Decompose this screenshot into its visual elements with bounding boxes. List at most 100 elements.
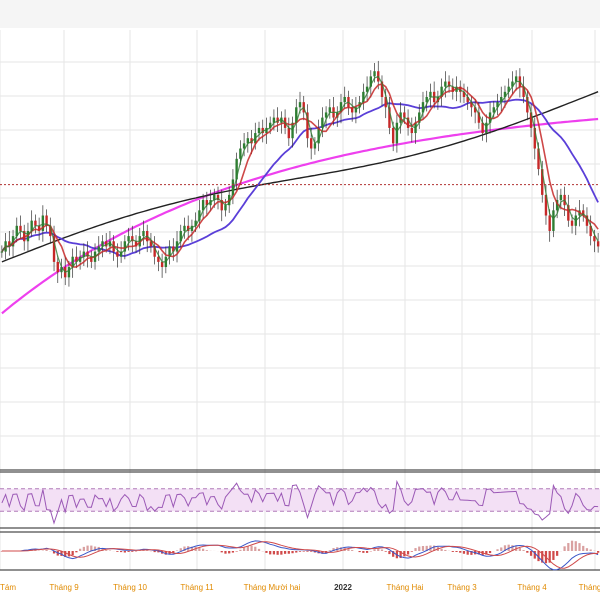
candle-body <box>67 267 71 278</box>
macd-histogram-bar <box>105 550 108 551</box>
macd-histogram-bar <box>567 543 570 551</box>
candle-body <box>406 117 410 128</box>
macd-histogram-bar <box>67 551 71 557</box>
macd-histogram-bar <box>175 550 179 551</box>
candle-body <box>34 220 37 226</box>
candle-body <box>108 241 112 247</box>
candle-body <box>321 117 324 128</box>
macd-histogram-bar <box>470 551 473 555</box>
candle-body <box>268 122 272 128</box>
candle-body <box>78 256 82 262</box>
macd-histogram-bar <box>563 546 566 551</box>
macd-histogram-bar <box>503 545 507 551</box>
macd-histogram-bar <box>541 551 544 563</box>
macd-histogram-bar <box>287 551 290 554</box>
macd-histogram-bar <box>60 551 63 556</box>
candle-body <box>466 96 469 103</box>
macd-histogram-bar <box>451 551 454 552</box>
macd-histogram-bar <box>444 549 447 551</box>
macd-histogram-bar <box>313 551 317 553</box>
macd-histogram-bar <box>306 551 309 552</box>
candle-body <box>511 81 514 87</box>
macd-histogram-bar <box>485 551 488 555</box>
macd-histogram-bar <box>585 548 589 551</box>
candle-body <box>37 225 41 231</box>
macd-histogram-bar <box>414 548 417 551</box>
macd-histogram-bar <box>328 550 331 551</box>
candle-body <box>0 251 4 253</box>
macd-histogram-bar <box>466 551 469 555</box>
moving-average-100 <box>1 91 599 263</box>
candle-body <box>410 127 413 134</box>
macd-histogram-bar <box>71 551 74 556</box>
candle-body <box>60 267 63 273</box>
macd-histogram-bar <box>388 551 391 555</box>
macd-histogram-bar <box>548 551 551 563</box>
candle-body <box>71 256 74 268</box>
macd-histogram-bar <box>291 551 294 554</box>
candle-body <box>582 210 585 216</box>
macd-histogram-bar <box>373 549 376 551</box>
macd-histogram-bar <box>518 547 521 551</box>
candle-body <box>350 107 354 113</box>
ma-mid-line <box>1 83 599 268</box>
candle-body <box>485 122 488 134</box>
candle-body <box>500 96 503 103</box>
macd-histogram-bar <box>131 551 134 552</box>
macd-histogram-bar <box>380 549 384 551</box>
candle-body <box>585 215 589 226</box>
candle-body <box>8 241 11 247</box>
macd-histogram-bar <box>224 551 227 554</box>
candle-body <box>131 236 134 242</box>
macd-histogram-bar <box>574 541 577 551</box>
candle-body <box>224 205 227 211</box>
macd-histogram-bar <box>228 551 231 554</box>
macd-histogram-bar <box>116 551 119 552</box>
candle-body <box>313 143 317 149</box>
macd-histogram-bar <box>272 551 276 555</box>
candle-body <box>105 241 108 247</box>
candle-body <box>157 256 160 262</box>
candle-body <box>555 200 559 211</box>
macd-histogram-bar <box>179 548 182 551</box>
candle-body <box>306 112 309 139</box>
candle-body <box>30 220 33 231</box>
candle-body <box>123 241 127 252</box>
macd-histogram-bar <box>231 551 235 553</box>
macd-histogram-bar <box>399 551 402 559</box>
macd-histogram-bar <box>332 548 335 551</box>
candle-body <box>477 112 481 123</box>
candle-body <box>250 138 253 144</box>
macd-histogram-bar <box>302 551 305 552</box>
macd-histogram-bar <box>239 549 242 551</box>
x-tick-label: Tám <box>0 583 16 592</box>
candle-body <box>473 107 477 113</box>
macd-histogram-bar <box>392 551 395 557</box>
macd-histogram-bar <box>250 545 253 551</box>
macd-histogram-bar <box>410 551 413 552</box>
candle-body <box>231 179 235 195</box>
macd-histogram-bar <box>82 546 85 551</box>
candle-body <box>395 122 399 144</box>
candle-body <box>19 225 22 231</box>
macd-histogram-bar <box>123 551 126 553</box>
candle-body <box>187 225 190 231</box>
candle-body <box>362 91 365 103</box>
macd-histogram-bar <box>164 551 167 555</box>
candle-body <box>179 230 182 242</box>
candle-body <box>596 241 600 247</box>
x-tick-label: Tháng 4 <box>517 583 547 592</box>
macd-histogram-bar <box>589 549 592 551</box>
macd-histogram-bar <box>198 547 201 551</box>
macd-histogram-bar <box>578 543 581 551</box>
macd-signal-line <box>1 541 599 569</box>
macd-histogram-bar <box>511 545 514 551</box>
candle-body <box>559 194 563 201</box>
candle-body <box>97 246 100 252</box>
candle-body <box>291 122 294 139</box>
macd-histogram-bar <box>522 550 525 551</box>
macd-histogram-bar <box>406 551 410 555</box>
candle-body <box>119 251 123 257</box>
x-tick-label: Tháng Mười hai <box>244 583 301 592</box>
